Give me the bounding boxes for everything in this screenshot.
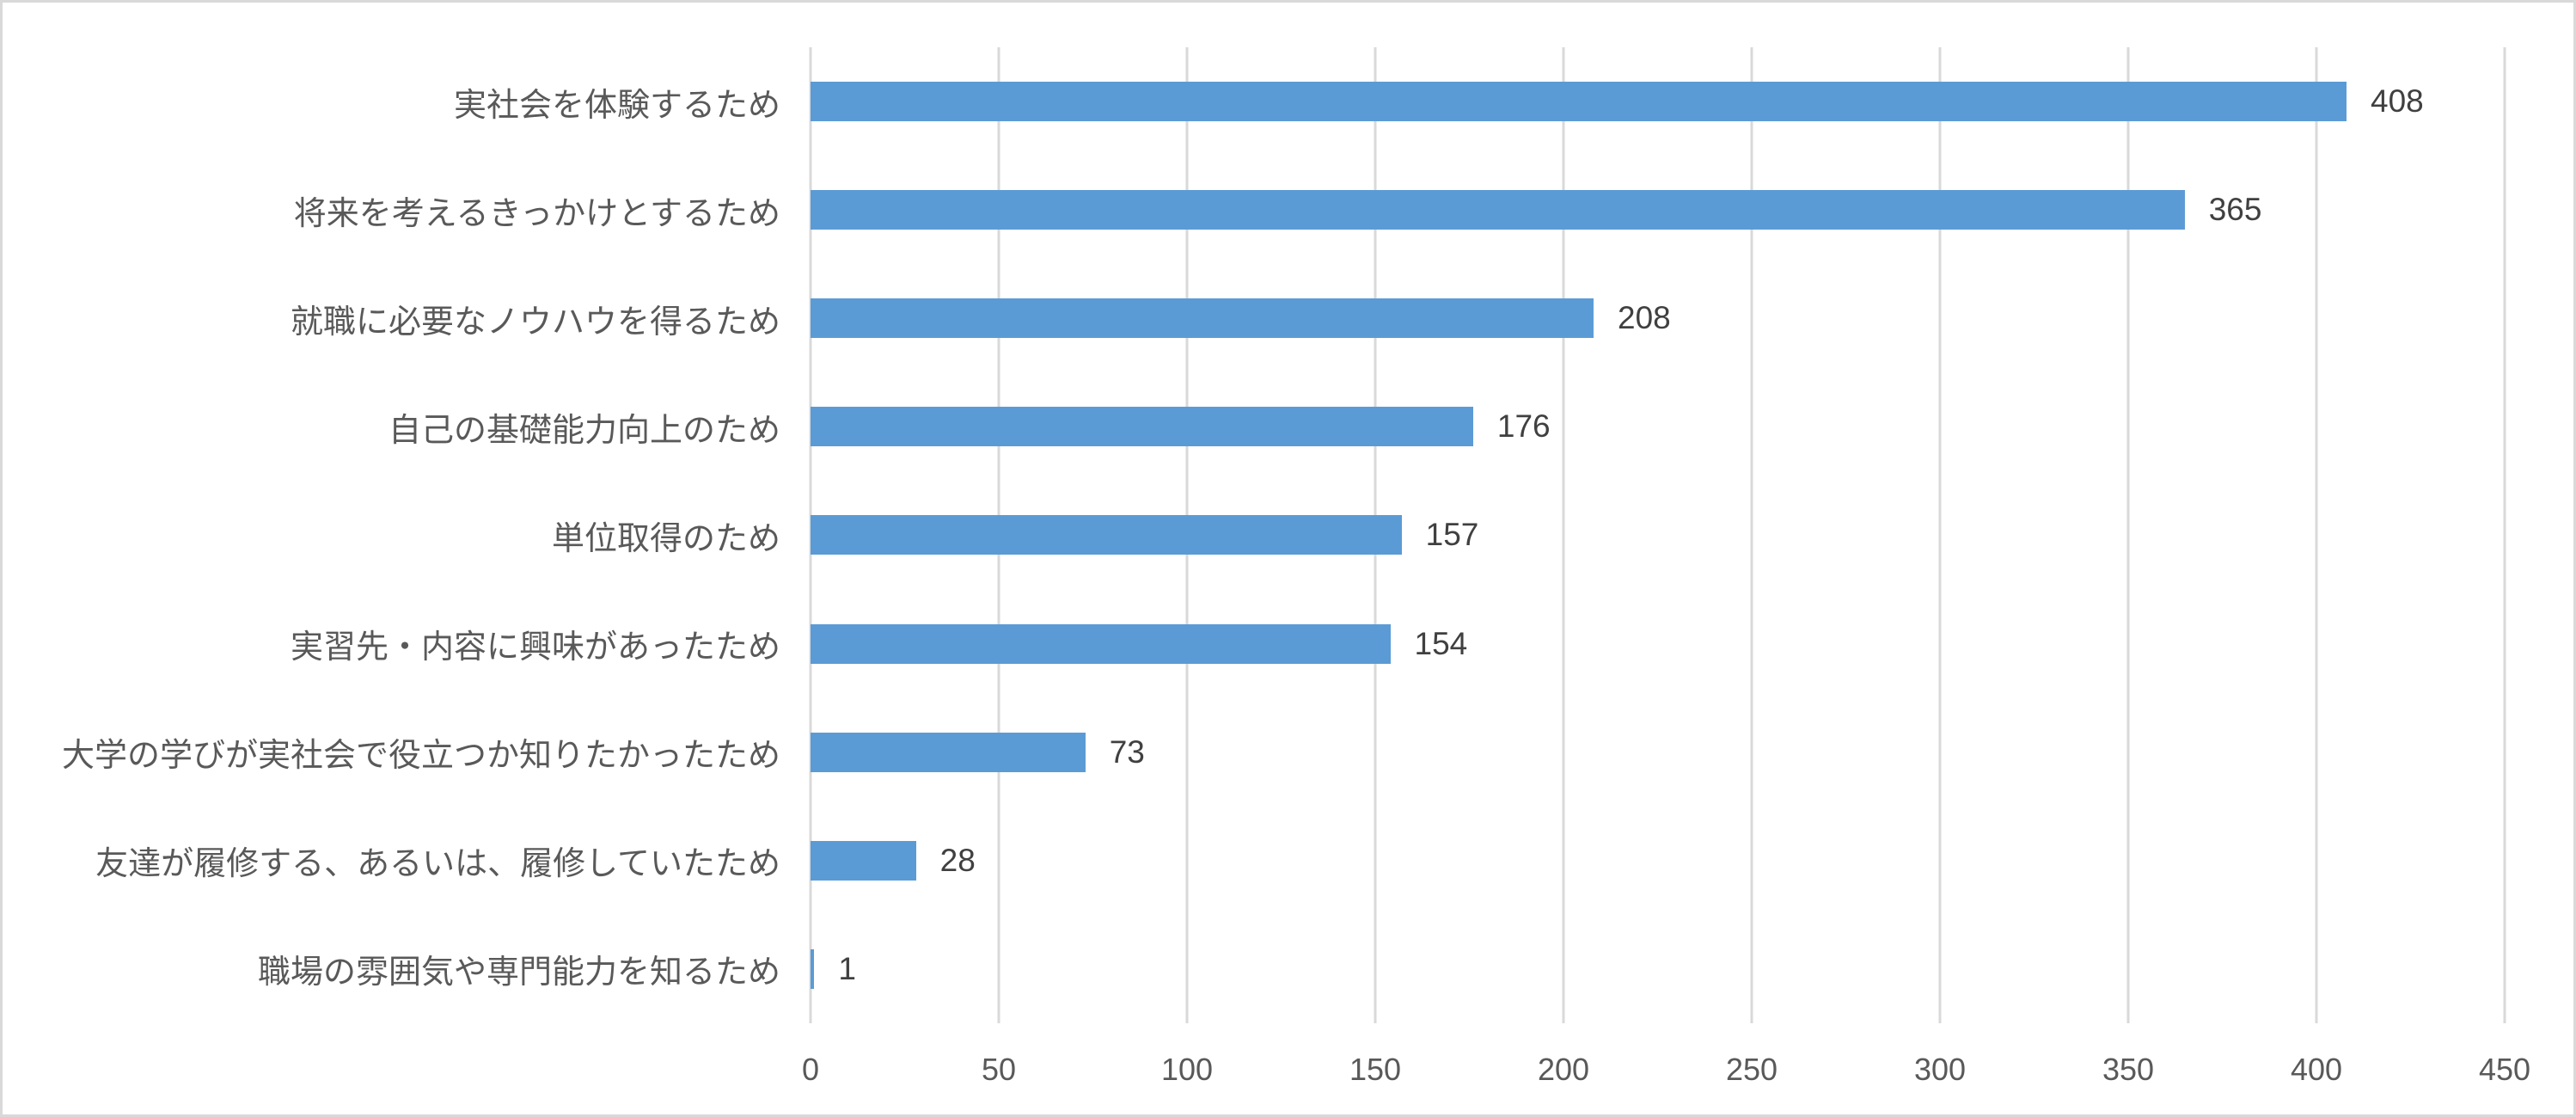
gridline [1562,47,1565,1023]
category-label: 自己の基礎能力向上のため [388,412,780,449]
bar-row: 73 [811,698,2505,807]
category-label: 大学の学びが実社会で役立つか知りたかったため [61,738,780,775]
category-label: 職場の雰囲気や専門能力を知るため [257,954,780,991]
bar-row: 208 [811,264,2505,372]
x-tick-label: 50 [981,1052,1017,1087]
bar-row: 408 [811,47,2505,156]
plot-area: 408 365 208 176 157 154 73 28 1 [809,47,2506,1023]
x-tick-label: 100 [1160,1052,1214,1087]
category-label: 友達が履修する、あるいは、履修していたため [95,846,780,883]
x-tick-label: 150 [1349,1052,1402,1087]
gridline [2126,47,2130,1023]
gridline [2503,47,2506,1023]
gridline [1938,47,1942,1023]
bar [811,82,2347,122]
value-label: 208 [1618,300,1671,336]
value-label: 28 [939,842,976,878]
bar-row: 157 [811,481,2505,589]
value-label: 408 [2371,83,2424,120]
value-label: 176 [1496,408,1551,445]
x-tick-label: 350 [2102,1052,2155,1087]
category-label: 実社会を体験するため [453,87,780,124]
x-tick-label: 450 [2478,1052,2531,1087]
bar [811,948,815,989]
x-tick-label: 300 [1913,1052,1967,1087]
value-label: 365 [2208,192,2262,228]
bar [811,190,2185,230]
value-label: 1 [838,950,856,986]
category-label: 実習先・内容に興味があったため [290,629,780,666]
bar [811,623,1391,664]
bar-row: 28 [811,807,2505,915]
x-tick-label: 250 [1725,1052,1778,1087]
bar [811,407,1473,447]
value-label: 73 [1109,733,1145,770]
value-label: 154 [1414,625,1468,661]
bar-row: 176 [811,372,2505,481]
value-label: 157 [1425,517,1479,553]
category-label: 単位取得のため [551,520,780,557]
bar [811,840,916,881]
bar [811,298,1594,339]
x-tick-label: 0 [801,1052,820,1087]
bar-row: 154 [811,590,2505,698]
gridline [1750,47,1753,1023]
x-tick-label: 200 [1537,1052,1590,1087]
bar-row: 1 [811,915,2505,1023]
bar-row: 365 [811,156,2505,264]
x-axis: 0 50 100 150 200 250 300 350 400 450 [802,1045,2530,1105]
x-tick-label: 400 [2290,1052,2343,1087]
bar [811,732,1086,772]
category-label: 将来を考えるきっかけとするため [293,195,780,232]
gridline [2315,47,2318,1023]
bar [811,515,1402,555]
category-axis: 実社会を体験するため将来を考えるきっかけとするため 就職に必要なノウハウを得るため… [3,47,780,1023]
category-label: 就職に必要なノウハウを得るため [290,304,780,341]
